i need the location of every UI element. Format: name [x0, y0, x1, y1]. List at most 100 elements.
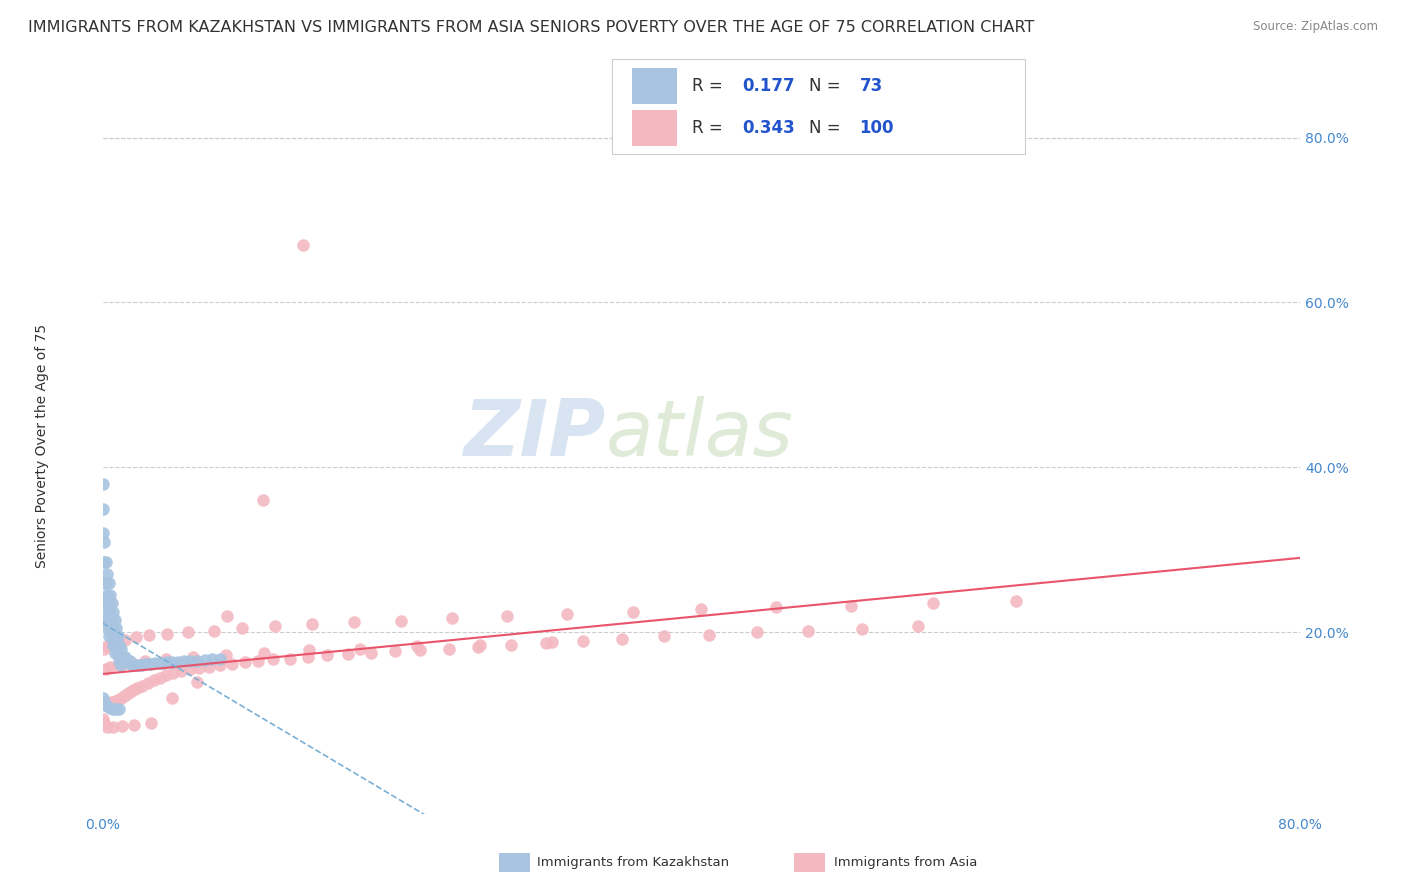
- Point: [93, 695, 115, 709]
- Point: [115, 687, 138, 701]
- Point: [103, 702, 125, 716]
- Point: [98, 696, 121, 710]
- Point: [278, 651, 301, 665]
- Point: [108, 654, 131, 668]
- Point: [409, 643, 432, 657]
- Point: [384, 644, 406, 658]
- Text: Source: ZipAtlas.com: Source: ZipAtlas.com: [1253, 20, 1378, 33]
- Point: [91, 526, 114, 541]
- Point: [652, 629, 675, 643]
- Point: [118, 654, 141, 668]
- Point: [122, 717, 145, 731]
- Point: [108, 638, 131, 652]
- Text: N =: N =: [810, 120, 846, 137]
- Point: [215, 608, 238, 623]
- Point: [117, 654, 139, 668]
- Point: [360, 646, 382, 660]
- Point: [134, 654, 156, 668]
- Point: [105, 638, 128, 652]
- Text: Immigrants from Asia: Immigrants from Asia: [834, 856, 977, 869]
- Point: [149, 671, 172, 685]
- Point: [467, 640, 489, 654]
- Point: [111, 719, 134, 733]
- Text: 0.343: 0.343: [742, 120, 794, 137]
- Point: [156, 655, 179, 669]
- Point: [114, 632, 136, 647]
- Point: [96, 621, 118, 635]
- Point: [697, 627, 720, 641]
- Point: [496, 608, 519, 623]
- Point: [93, 592, 115, 607]
- Point: [91, 476, 114, 491]
- Point: [127, 681, 149, 696]
- Point: [104, 629, 127, 643]
- Point: [91, 695, 114, 709]
- Text: ZIP: ZIP: [464, 396, 606, 473]
- Point: [98, 588, 121, 602]
- Point: [107, 629, 129, 643]
- Point: [149, 656, 172, 670]
- Text: N =: N =: [810, 78, 846, 95]
- Point: [208, 658, 231, 673]
- Point: [177, 625, 200, 640]
- Point: [1004, 594, 1026, 608]
- Point: [101, 613, 124, 627]
- Point: [103, 720, 125, 734]
- Point: [98, 605, 121, 619]
- Point: [101, 637, 124, 651]
- Point: [201, 652, 224, 666]
- Point: [97, 629, 120, 643]
- Text: 0.177: 0.177: [742, 78, 794, 95]
- Point: [621, 605, 644, 619]
- Point: [179, 662, 201, 676]
- Point: [98, 660, 121, 674]
- Point: [231, 621, 253, 635]
- Point: [103, 695, 125, 709]
- Point: [134, 657, 156, 671]
- Point: [125, 630, 148, 644]
- Point: [112, 689, 135, 703]
- Point: [96, 697, 118, 711]
- Point: [94, 575, 117, 590]
- Point: [93, 641, 115, 656]
- Point: [186, 654, 208, 668]
- Point: [166, 655, 188, 669]
- Point: [114, 649, 136, 664]
- Point: [247, 654, 270, 668]
- Point: [93, 555, 115, 569]
- Text: Immigrants from Kazakhstan: Immigrants from Kazakhstan: [537, 856, 730, 869]
- Point: [110, 658, 132, 673]
- Point: [91, 712, 114, 726]
- Point: [104, 646, 127, 660]
- Point: [96, 699, 118, 714]
- Point: [94, 596, 117, 610]
- Point: [93, 715, 115, 730]
- Point: [337, 647, 360, 661]
- Point: [105, 702, 128, 716]
- Point: [98, 701, 121, 715]
- Point: [173, 654, 195, 668]
- Point: [179, 654, 201, 668]
- Point: [121, 682, 143, 697]
- Text: 73: 73: [859, 78, 883, 95]
- Point: [93, 697, 115, 711]
- Point: [94, 613, 117, 627]
- Text: Seniors Poverty Over the Age of 75: Seniors Poverty Over the Age of 75: [35, 324, 49, 568]
- Point: [214, 648, 236, 663]
- Text: atlas: atlas: [606, 396, 793, 473]
- Point: [187, 660, 209, 674]
- Point: [110, 641, 132, 656]
- Point: [94, 698, 117, 712]
- Text: R =: R =: [692, 78, 728, 95]
- Point: [316, 648, 339, 663]
- Point: [160, 655, 183, 669]
- Point: [297, 649, 319, 664]
- Point: [922, 596, 945, 610]
- Point: [96, 720, 118, 734]
- Point: [96, 605, 118, 619]
- Point: [155, 668, 177, 682]
- Point: [233, 655, 256, 669]
- Point: [131, 679, 153, 693]
- Point: [169, 664, 191, 678]
- Point: [107, 635, 129, 649]
